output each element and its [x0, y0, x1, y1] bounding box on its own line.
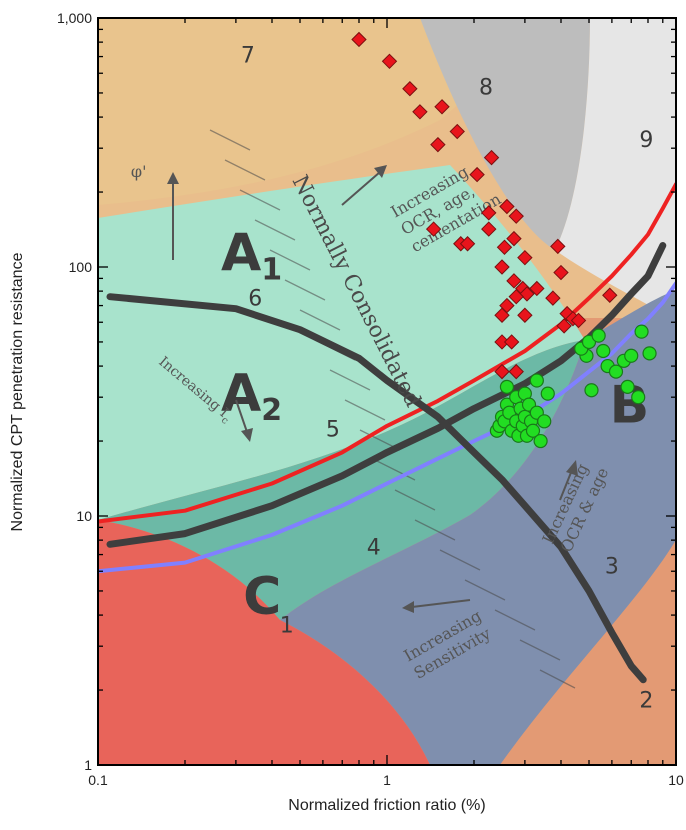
circle-point-27: [591, 328, 606, 343]
zone-3-region: [280, 290, 676, 765]
annotation-phi: φ': [131, 162, 147, 181]
zone-1-region: [98, 520, 430, 765]
boundary-curve-3: [106, 293, 647, 684]
diamond-point-1: [381, 53, 398, 70]
diamond-point-17: [496, 239, 513, 255]
diamond-point-21: [553, 264, 569, 281]
x-tick-label: 0.1: [88, 772, 108, 788]
ocr-arrow: [341, 165, 387, 206]
circle-point-34: [620, 379, 635, 394]
circle-point-21: [537, 414, 552, 429]
boundary-curves: [98, 182, 676, 684]
circle-point-32: [624, 348, 639, 363]
sensitivity-arrow: [402, 599, 471, 613]
circle-point-19: [529, 373, 544, 388]
diamond-point-6: [449, 123, 465, 140]
y-axis-label: Normalized CPT penetration resistance: [9, 252, 26, 531]
diamond-point-25: [529, 280, 545, 297]
zone-label-8: 8: [479, 76, 493, 101]
diamond-point-19: [517, 249, 533, 266]
diamond-point-35: [556, 318, 572, 334]
diamond-point-26: [508, 288, 524, 305]
diamond-point-8: [483, 149, 500, 166]
ic-arrow: [235, 399, 253, 442]
diamond-point-14: [499, 198, 515, 215]
diamond-point-30: [517, 307, 533, 323]
y-tick-label: 1,000: [57, 10, 92, 26]
y-tick-label: 10: [76, 508, 92, 524]
x-tick-label: 10: [668, 772, 684, 788]
group-label-A1: A1: [221, 224, 282, 288]
ocr-age-arrow: [559, 460, 578, 501]
zone-8-region: [420, 18, 590, 250]
circle-point-17: [525, 423, 541, 438]
data-points: [351, 31, 657, 449]
diamond-point-37: [503, 334, 520, 350]
circle-point-22: [540, 386, 555, 401]
diamond-point-0: [351, 31, 367, 48]
zone-label-7: 7: [241, 44, 255, 69]
diamond-point-18: [494, 259, 510, 275]
zone-labels: 1 2 3 4 5 6 7 8 9: [241, 44, 654, 714]
x-tick-label: 1: [383, 772, 391, 788]
diamond-point-27: [545, 290, 561, 306]
diamond-point-3: [412, 104, 428, 120]
circle-point-28: [596, 343, 611, 359]
phi-arrow: [167, 172, 179, 260]
diamond-point-13: [481, 221, 497, 237]
circle-point-20: [533, 433, 548, 449]
zone-label-1: 1: [280, 613, 294, 638]
zone-label-5: 5: [326, 418, 340, 443]
circle-point-30: [608, 364, 624, 379]
diamond-point-15: [508, 208, 524, 224]
circle-point-23: [499, 379, 515, 394]
group-label-C: C: [243, 567, 281, 627]
circle-point-36: [642, 346, 657, 361]
diamond-point-33: [570, 312, 587, 329]
diamond-point-38: [494, 363, 510, 380]
diamond-point-24: [519, 286, 535, 302]
soil-zone-background: [98, 18, 676, 765]
boundary-curve-0: [98, 182, 676, 524]
diamond-point-20: [550, 238, 566, 255]
y-tick-label: 100: [69, 259, 93, 275]
diamond-point-5: [430, 136, 446, 153]
zone-label-9: 9: [639, 128, 653, 153]
zone-label-3: 3: [605, 555, 619, 580]
zone-9-region: [555, 18, 676, 320]
diamond-point-11: [459, 236, 476, 252]
circle-point-37: [584, 383, 599, 398]
diamond-point-9: [425, 221, 442, 237]
diamond-point-4: [434, 99, 450, 115]
diamond-point-16: [506, 230, 522, 247]
diamond-point-31: [559, 305, 575, 322]
boundary-curve-2: [106, 242, 667, 548]
diamond-point-7: [469, 166, 485, 183]
diamond-point-29: [494, 307, 510, 323]
x-axis-label: Normalized friction ratio (%): [288, 797, 485, 814]
zone-5-region: [98, 165, 585, 520]
zone-2-region: [500, 540, 676, 765]
zone-label-4: 4: [367, 536, 381, 561]
circle-point-35: [634, 324, 649, 339]
diamond-point-22: [506, 273, 522, 289]
diamond-point-12: [481, 205, 497, 221]
diamond-point-39: [508, 363, 524, 380]
zone-label-6: 6: [248, 287, 262, 312]
circle-point-33: [631, 390, 646, 405]
y-tick-label: 1: [84, 757, 92, 773]
diamond-point-2: [402, 81, 418, 97]
zone-label-2: 2: [639, 688, 653, 713]
diamond-point-34: [602, 287, 618, 303]
